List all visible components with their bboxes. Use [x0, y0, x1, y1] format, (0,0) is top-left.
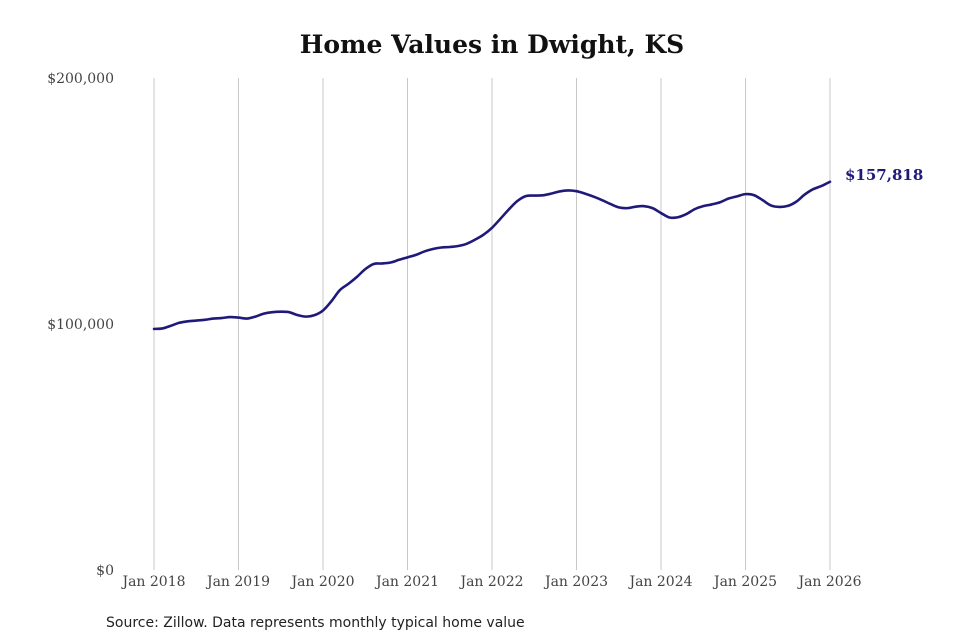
- x-tick-label-0: Jan 2018: [120, 574, 185, 590]
- y-tick-label-2: $200,000: [47, 71, 114, 87]
- y-tick-label-0: $0: [96, 563, 114, 579]
- x-tick-label-3: Jan 2021: [374, 574, 439, 590]
- vertical-gridlines: [153, 78, 831, 570]
- x-tick-label-6: Jan 2024: [627, 574, 692, 590]
- y-axis-tick-labels: $0 $100,000 $200,000: [47, 71, 114, 579]
- x-tick-label-8: Jan 2026: [796, 574, 861, 590]
- x-tick-label-2: Jan 2020: [289, 574, 354, 590]
- x-tick-label-1: Jan 2019: [205, 574, 270, 590]
- end-value-label: $157,818: [845, 166, 923, 184]
- x-tick-label-4: Jan 2022: [458, 574, 523, 590]
- series-line-0: [152, 180, 832, 331]
- source-note: Source: Zillow. Data represents monthly …: [106, 615, 525, 631]
- series-lines: [152, 180, 832, 331]
- x-tick-label-5: Jan 2023: [543, 574, 608, 590]
- y-tick-label-1: $100,000: [47, 317, 114, 333]
- x-axis-tick-labels: Jan 2018 Jan 2019 Jan 2020 Jan 2021 Jan 2022…: [120, 574, 861, 590]
- x-tick-label-7: Jan 2025: [712, 574, 777, 590]
- chart-title: Home Values in Dwight, KS: [300, 30, 685, 59]
